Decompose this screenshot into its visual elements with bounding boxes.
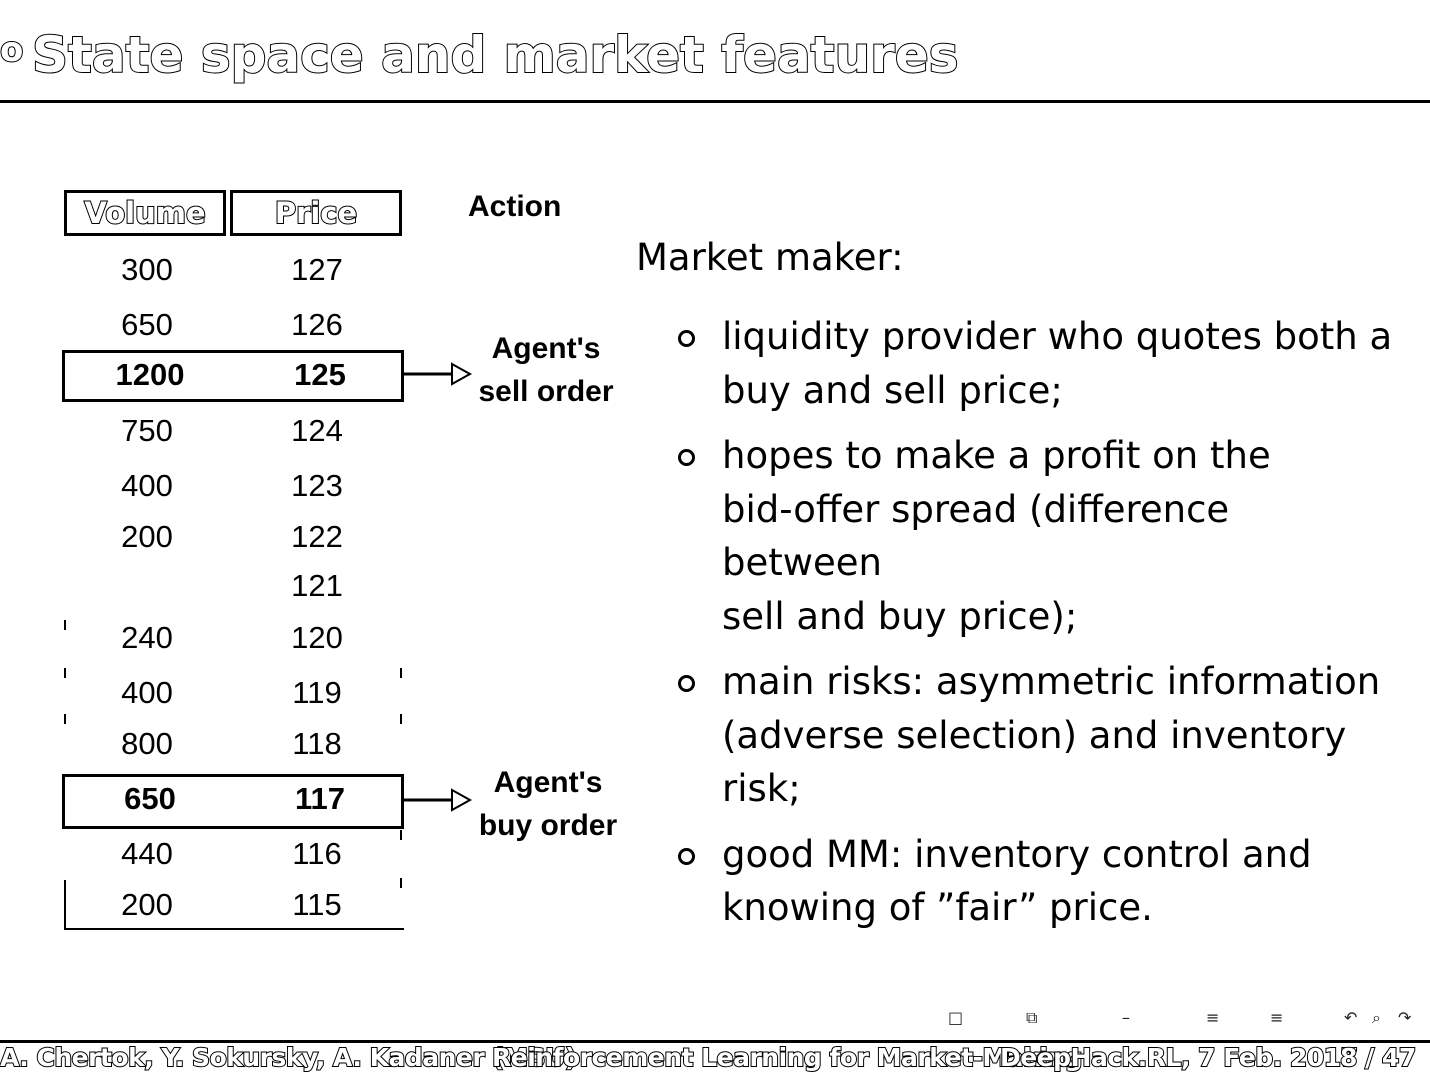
bullet-circle-icon [678, 449, 695, 466]
bullet-line: knowing of ”fair” price. [722, 886, 1153, 929]
bullet-line: risk; [722, 767, 801, 810]
row-price: 116 [292, 836, 342, 871]
bullet-item: main risks: asymmetric information (adve… [678, 655, 1398, 816]
row-price: 121 [291, 568, 343, 603]
market-maker-bullets: liquidity provider who quotes both a buy… [678, 310, 1398, 947]
slide-footer: A. Chertok, Y. Sokursky, A. Kadaner (MSU… [0, 1040, 1430, 1078]
book-left-border [64, 880, 66, 928]
book-row: 400 119 [62, 669, 404, 721]
footer-talk-title: Reinforcement Learning for Market-Making [491, 1042, 1084, 1073]
grid-tick [400, 668, 402, 678]
grid-tick [64, 620, 66, 630]
row-price: 115 [292, 887, 342, 922]
bullet-line: good MM: inventory control and [722, 832, 1312, 876]
nav-forward-icon[interactable]: ↷ [1398, 1008, 1412, 1027]
row-volume: 400 [121, 675, 173, 710]
book-row: 750 124 [62, 407, 404, 459]
row-volume: 650 [124, 781, 176, 816]
row-price: 127 [291, 252, 343, 287]
book-row: 200 115 [62, 881, 404, 933]
row-volume: 240 [121, 620, 173, 655]
bullet-circle-icon [678, 847, 695, 865]
sell-order-row: 1200 125 [62, 350, 404, 402]
nav-subsection-icon[interactable]: ⧉ [1026, 1008, 1038, 1027]
sell-label-line: sell order [478, 375, 614, 408]
row-volume: 800 [121, 726, 173, 761]
row-volume: 200 [121, 519, 173, 554]
nav-back-icon[interactable]: ↶ [1344, 1008, 1358, 1027]
bullet-line: (adverse selection) and inventory [722, 713, 1347, 757]
row-volume: 300 [121, 252, 173, 287]
book-row: 400 123 [62, 462, 404, 514]
book-bottom-border [64, 928, 404, 930]
nav-frame-icon[interactable]: □ [948, 1008, 964, 1027]
bullet-item: liquidity provider who quotes both a buy… [678, 310, 1398, 417]
book-row: 240 120 [62, 614, 404, 666]
row-price: 124 [291, 413, 343, 448]
row-volume: 440 [121, 836, 173, 871]
row-price: 119 [292, 675, 342, 710]
buy-label-line: Agent's [493, 766, 603, 799]
buy-order-row: 650 117 [62, 774, 404, 829]
bullet-item: good MM: inventory control and knowing o… [678, 828, 1398, 935]
row-price: 125 [294, 357, 346, 392]
price-header: Price [230, 190, 402, 236]
bullet-item: hopes to make a profit on the bid-offer … [678, 429, 1398, 643]
buy-arrow-icon [404, 788, 473, 812]
nav-section-prev-icon[interactable]: – [1122, 1008, 1130, 1027]
search-icon[interactable]: ⌕ [1372, 1008, 1381, 1027]
row-price: 118 [292, 726, 342, 761]
slide-title: State space and market features [31, 25, 960, 85]
sell-label-line: Agent's [491, 332, 601, 365]
action-title: Action [468, 190, 562, 223]
row-volume: 200 [121, 887, 173, 922]
row-price: 122 [291, 519, 343, 554]
row-volume: 1200 [115, 357, 185, 392]
bullet-circle-icon [678, 330, 695, 347]
title-rule [0, 100, 1430, 103]
footer-authors: A. Chertok, Y. Sokursky, A. Kadaner (MSU… [0, 1042, 577, 1073]
row-volume: 650 [121, 307, 173, 342]
bullet-line: buy and sell price; [722, 368, 1063, 412]
row-price: 123 [291, 468, 343, 503]
bullet-line: hopes to make a profit on the [722, 434, 1271, 477]
row-volume: 400 [121, 468, 173, 503]
book-row: 300 127 [62, 246, 404, 298]
grid-tick [400, 878, 402, 888]
nav-section-icon[interactable]: ≡ [1206, 1008, 1220, 1027]
beamer-navigation: □ ⧉ – ≡ ≡ ↶ ⌕ ↷ [944, 1008, 1424, 1030]
grid-tick [400, 830, 402, 840]
nav-section-next-icon[interactable]: ≡ [1270, 1008, 1284, 1027]
grid-tick [64, 714, 66, 724]
book-row: 200 122 [62, 513, 404, 565]
row-price: 120 [291, 620, 343, 655]
bullet-line: main risks: asymmetric information [722, 660, 1381, 703]
book-row: 440 116 [62, 830, 404, 882]
bullet-circle-icon [678, 675, 695, 692]
book-row: 650 126 [62, 301, 404, 353]
sell-order-label: Agent's sell order [470, 327, 622, 413]
bullet-line: liquidity provider who quotes both a [722, 315, 1393, 358]
bullet-line: sell and buy price); [722, 594, 1078, 638]
market-maker-heading: Market maker: [636, 236, 904, 279]
title-logo-mark: o [0, 29, 24, 71]
buy-order-label: Agent's buy order [470, 761, 626, 847]
book-row: 800 118 [62, 720, 404, 772]
order-book: Volume Price 300 127 650 126 1200 125 75… [62, 190, 404, 932]
grid-tick [64, 668, 66, 678]
bullet-line: bid-offer spread (difference between [722, 487, 1230, 585]
row-volume: 750 [121, 413, 173, 448]
grid-tick [400, 714, 402, 724]
book-row: 121 [62, 562, 404, 614]
sell-arrow-icon [404, 362, 473, 386]
row-price: 117 [294, 781, 345, 816]
volume-header: Volume [64, 190, 226, 236]
row-price: 126 [291, 307, 343, 342]
buy-label-line: buy order [478, 809, 618, 842]
footer-page-number: 8 / 47 [1339, 1042, 1417, 1073]
footer-event: DeepHack.RL, 7 Feb. 2017 [999, 1042, 1359, 1073]
